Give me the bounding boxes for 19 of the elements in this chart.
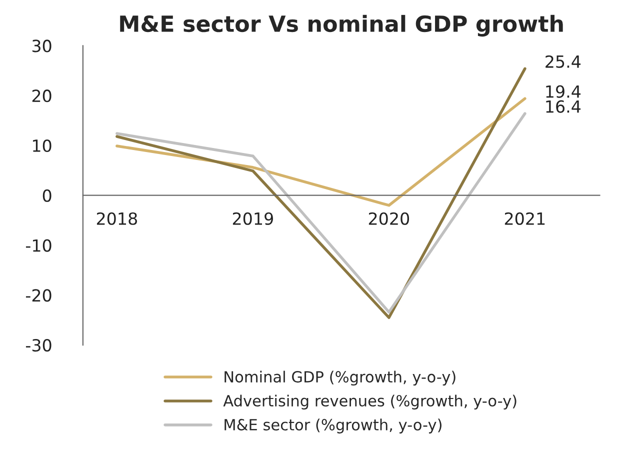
y-tick-label: 20 bbox=[32, 90, 52, 102]
x-tick-label: 2021 bbox=[504, 212, 545, 225]
x-tick-label: 2018 bbox=[96, 212, 138, 225]
chart-title: M&E sector Vs nominal GDP growth bbox=[120, 14, 563, 37]
y-tick-label: -10 bbox=[26, 239, 52, 252]
y-tick-label: 10 bbox=[33, 139, 52, 152]
data-label: 16.4 bbox=[546, 100, 581, 113]
legend-label: M&E sector (%growth, y-o-y) bbox=[224, 418, 442, 434]
y-tick-label: 30 bbox=[32, 40, 52, 52]
line-series bbox=[116, 97, 526, 207]
data-label: 25.4 bbox=[546, 55, 581, 68]
y-tick-label: 0 bbox=[42, 189, 52, 202]
legend-label: Nominal GDP (%growth, y-o-y) bbox=[224, 370, 456, 386]
y-tick-label: -20 bbox=[26, 289, 52, 302]
x-tick-label: 2020 bbox=[368, 212, 410, 225]
legend-label: Advertising revenues (%growth, y-o-y) bbox=[223, 394, 516, 410]
data-label: 19.4 bbox=[546, 85, 581, 98]
y-tick-label: -30 bbox=[26, 338, 52, 352]
x-tick-label: 2019 bbox=[232, 212, 273, 225]
